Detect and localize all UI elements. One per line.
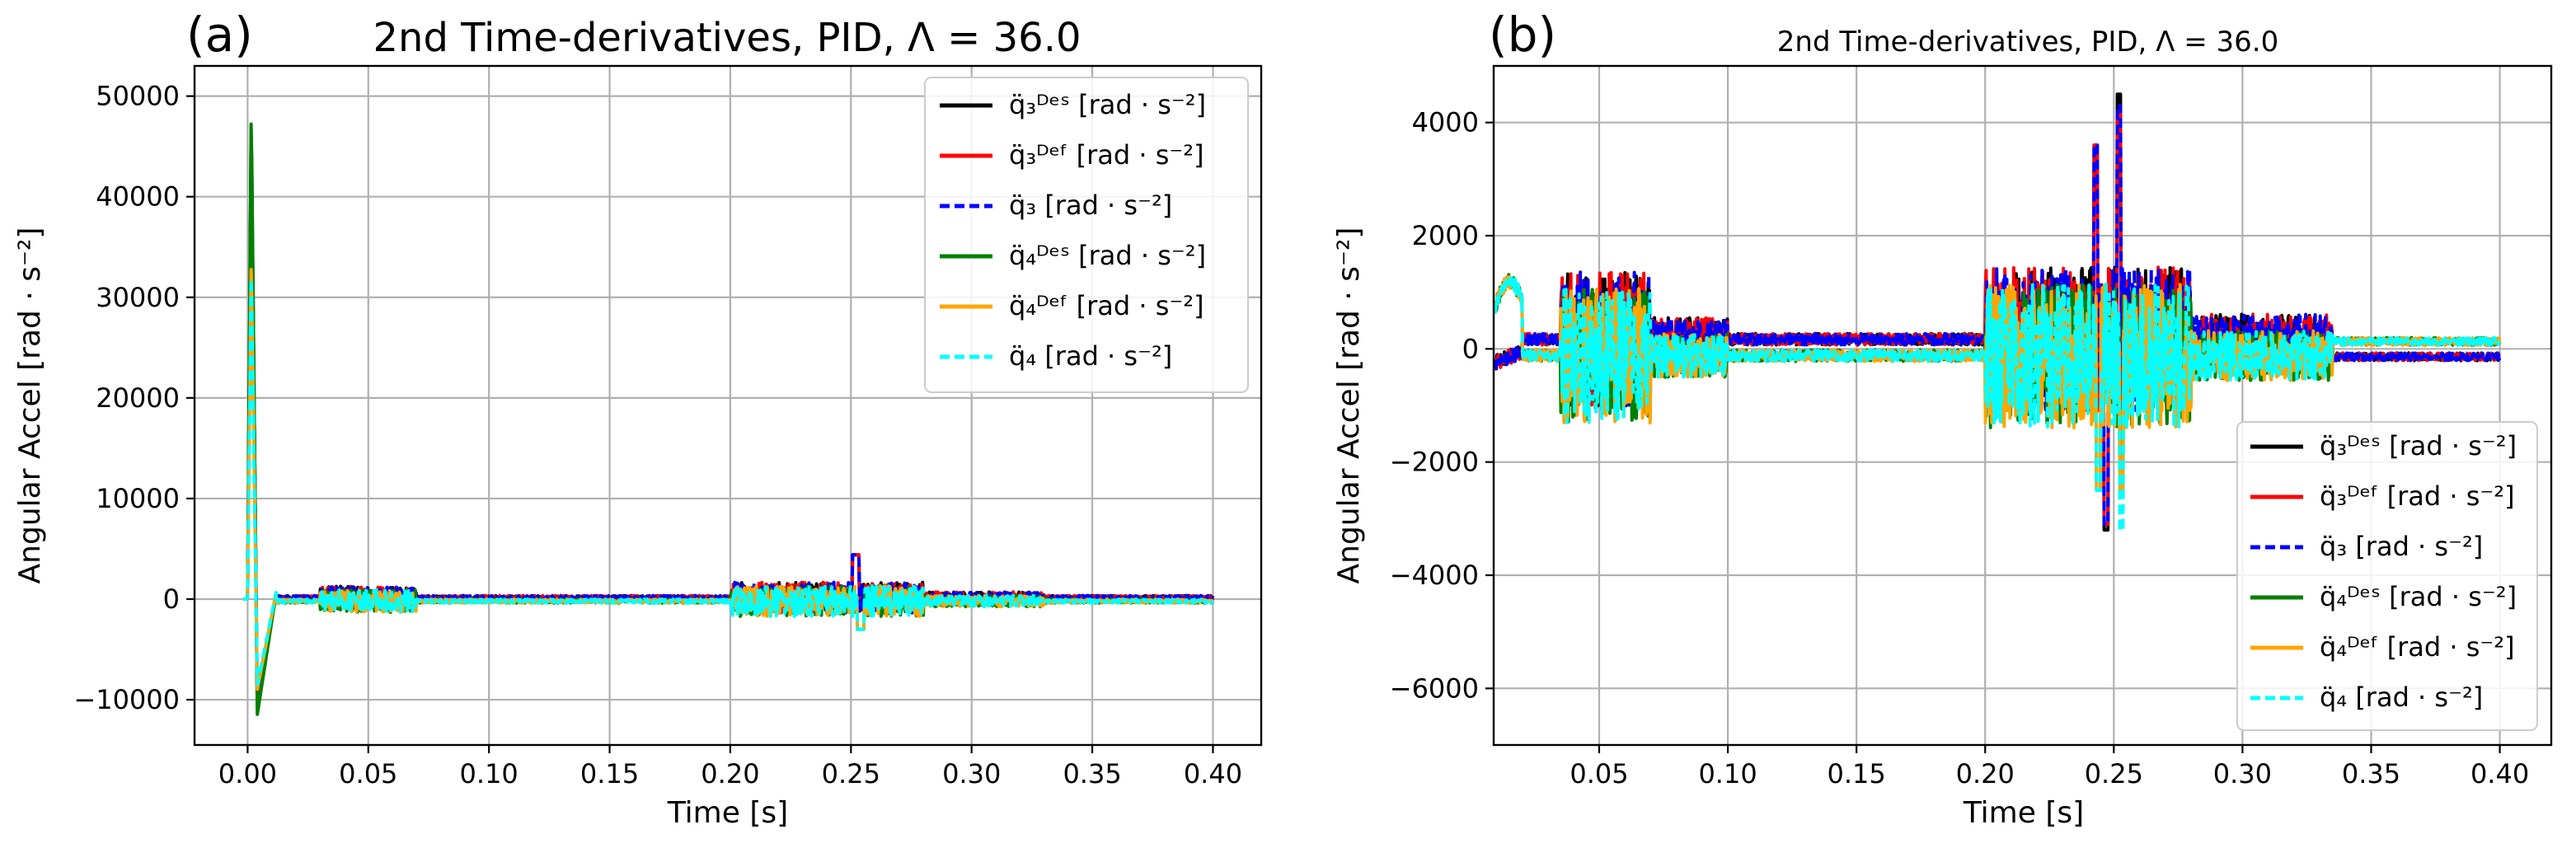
y-tick-label: 20000: [96, 382, 180, 414]
panel-a-title: 2nd Time-derivatives, PID, Λ = 36.0: [373, 15, 1081, 61]
legend-label: q̈₃ [rad · s⁻²]: [2320, 531, 2483, 562]
legend-label: q̈₃ᴰᵉᶠ [rad · s⁻²]: [2320, 480, 2515, 512]
y-tick-label: 4000: [1412, 107, 1479, 138]
x-tick-label: 0.00: [218, 758, 277, 789]
legend-label: q̈₄ᴰᵉˢ [rad · s⁻²]: [1009, 240, 1206, 271]
x-tick-label: 0.40: [2470, 758, 2529, 789]
panel-b-title: 2nd Time-derivatives, PID, Λ = 36.0: [1777, 26, 2278, 59]
x-tick-label: 0.10: [460, 758, 518, 789]
legend-label: q̈₃ᴰᵉˢ [rad · s⁻²]: [1009, 89, 1206, 120]
series-line: [242, 277, 1214, 686]
panel-a: 0.00 0.05 0.10 0.15 0.20 0.25 0.30 0.35 0.40 −10…: [13, 7, 1263, 830]
legend-label: q̈₃ᴰᵉˢ [rad · s⁻²]: [2320, 430, 2517, 461]
legend-label: q̈₃ᴰᵉᶠ [rad · s⁻²]: [1009, 139, 1204, 171]
x-tick-label: 0.25: [2085, 758, 2143, 789]
y-tick-label: 0: [163, 583, 180, 615]
panel-a-xticks: 0.00 0.05 0.10 0.15 0.20 0.25 0.30 0.35 0.40: [218, 745, 1242, 789]
y-tick-label: 10000: [96, 483, 180, 514]
panel-a-legend: q̈₃ᴰᵉˢ [rad · s⁻²] q̈₃ᴰᵉᶠ [rad · s⁻²] q̈₃ …: [924, 77, 1249, 393]
legend-label: q̈₃ [rad · s⁻²]: [1009, 190, 1172, 221]
y-tick-label: 0: [1462, 333, 1479, 364]
x-tick-label: 0.20: [701, 758, 759, 789]
panel-b-series: [1494, 92, 2502, 532]
series-line: [1494, 275, 2502, 532]
legend-label: q̈₄ᴰᵉᶠ [rad · s⁻²]: [2320, 631, 2515, 663]
panel-a-series: [242, 122, 1215, 716]
legend-label: q̈₄ [rad · s⁻²]: [2320, 682, 2483, 713]
panel-b-yticks: −6000 −4000 −2000 0 2000 4000: [1390, 107, 1494, 704]
x-tick-label: 0.05: [1570, 758, 1628, 789]
panel-a-legend-box: [924, 77, 1249, 393]
x-tick-label: 0.30: [2213, 758, 2272, 789]
x-tick-label: 0.35: [1063, 758, 1121, 789]
x-tick-label: 0.25: [822, 758, 880, 789]
legend-label: q̈₄ᴰᵉˢ [rad · s⁻²]: [2320, 581, 2517, 612]
legend-label: q̈₄ [rad · s⁻²]: [1009, 340, 1172, 372]
panel-a-xlabel: Time [s]: [667, 796, 788, 830]
x-tick-label: 0.15: [1828, 758, 1886, 789]
x-tick-label: 0.35: [2342, 758, 2400, 789]
panel-b-label: (b): [1489, 7, 1556, 63]
y-tick-label: −6000: [1390, 672, 1479, 704]
x-tick-label: 0.10: [1698, 758, 1757, 789]
y-tick-label: −4000: [1390, 560, 1479, 591]
panel-b-xticks: 0.05 0.10 0.15 0.20 0.25 0.30 0.35 0.40: [1570, 745, 2529, 789]
panel-b: 0.05 0.10 0.15 0.20 0.25 0.30 0.35 0.40 −6000 −4…: [1332, 7, 2553, 830]
panel-b-legend: q̈₃ᴰᵉˢ [rad · s⁻²] q̈₃ᴰᵉᶠ [rad · s⁻²] q̈₃ …: [2236, 421, 2538, 731]
x-tick-label: 0.40: [1184, 758, 1242, 789]
panel-b-legend-box: [2236, 421, 2538, 731]
y-tick-label: 50000: [96, 81, 180, 112]
y-tick-label: −2000: [1390, 447, 1479, 478]
legend-label: q̈₄ᴰᵉᶠ [rad · s⁻²]: [1009, 290, 1204, 321]
x-tick-label: 0.20: [1956, 758, 2015, 789]
x-tick-label: 0.30: [942, 758, 1001, 789]
panel-b-xlabel: Time [s]: [1963, 796, 2084, 830]
panel-a-label: (a): [186, 7, 253, 63]
x-tick-label: 0.15: [580, 758, 639, 789]
y-tick-label: 40000: [96, 181, 180, 213]
panel-b-ylabel: Angular Accel [rad · s⁻²]: [1332, 227, 1366, 584]
panel-b-frame: [1492, 64, 2553, 747]
x-tick-label: 0.05: [339, 758, 397, 789]
panel-a-yticks: −10000 0 10000 20000 30000 40000 50000: [73, 81, 195, 715]
panel-a-ylabel: Angular Accel [rad · s⁻²]: [13, 227, 47, 584]
panel-a-frame: [193, 64, 1263, 747]
y-tick-label: 30000: [96, 282, 180, 313]
y-tick-label: 2000: [1412, 220, 1479, 251]
y-tick-label: −10000: [73, 684, 180, 715]
